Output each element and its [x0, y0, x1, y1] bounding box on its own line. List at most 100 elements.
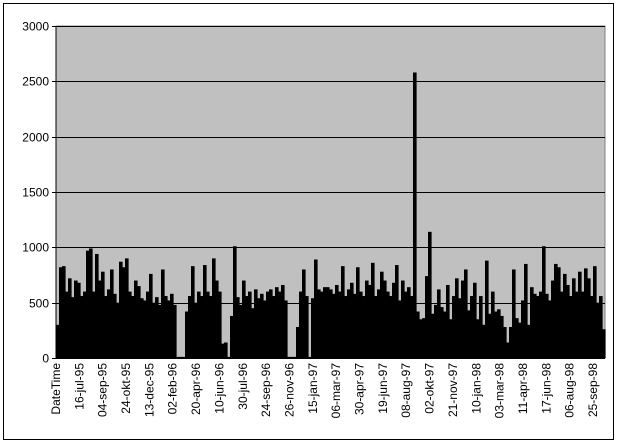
- y-tick-label: 3000: [22, 20, 49, 34]
- y-tick-label: 1500: [22, 186, 49, 200]
- bar: [98, 280, 102, 358]
- bar: [575, 291, 579, 358]
- bar: [221, 343, 225, 358]
- x-tick-label: 06-mar-97: [329, 363, 343, 419]
- bar: [425, 276, 429, 358]
- bar: [122, 267, 126, 358]
- x-tick-label: 30-apr-97: [353, 363, 367, 415]
- bar: [158, 304, 162, 358]
- bar: [92, 291, 96, 358]
- bar: [545, 293, 549, 358]
- bar: [365, 280, 369, 358]
- bar: [380, 271, 384, 358]
- bar: [521, 300, 525, 358]
- bar: [161, 269, 165, 358]
- bar: [590, 296, 594, 358]
- bar: [524, 263, 528, 358]
- bar: [443, 311, 447, 358]
- x-tick-label: 08-aug-97: [399, 363, 413, 418]
- bar: [329, 289, 333, 358]
- bar: [434, 304, 438, 358]
- bar: [488, 313, 492, 358]
- bar: [416, 311, 420, 358]
- bar: [251, 308, 255, 358]
- bar: [386, 291, 390, 358]
- bar: [212, 258, 216, 358]
- bar: [188, 296, 192, 358]
- bar: [536, 296, 540, 358]
- bar: [356, 267, 360, 358]
- bar: [419, 319, 423, 358]
- bar: [602, 329, 606, 358]
- bar: [395, 265, 399, 358]
- bar: [437, 289, 441, 358]
- x-tick-label: 20-apr-96: [189, 363, 203, 415]
- x-tick-label: 03-mar-98: [493, 363, 507, 419]
- bar: [113, 293, 117, 358]
- bar: [260, 293, 264, 358]
- bar: [299, 291, 303, 358]
- bar: [155, 297, 159, 358]
- bar: [182, 356, 186, 358]
- bar: [452, 296, 456, 358]
- bar: [206, 291, 210, 358]
- bar: [503, 327, 507, 358]
- bar: [440, 307, 444, 358]
- bar: [80, 296, 84, 358]
- bar: [65, 291, 69, 358]
- bar: [257, 298, 261, 358]
- bar: [143, 300, 147, 358]
- bar: [533, 293, 537, 358]
- bar: [470, 296, 474, 358]
- bar: [59, 267, 63, 358]
- bar: [308, 356, 312, 358]
- bar: [506, 342, 510, 358]
- bar: [245, 296, 249, 358]
- bar: [530, 287, 534, 358]
- bar: [191, 266, 195, 358]
- bar: [392, 282, 396, 358]
- bar: [581, 291, 585, 358]
- bar: [332, 293, 336, 358]
- y-tick-label: 2000: [22, 131, 49, 145]
- bar: [398, 300, 402, 358]
- bar: [548, 300, 552, 358]
- x-tick-label: 10-jun-96: [212, 363, 226, 414]
- bar: [128, 291, 132, 358]
- bar: [269, 289, 273, 358]
- bar: [209, 296, 213, 358]
- x-tick-label: 02-feb-96: [166, 363, 180, 415]
- bar: [401, 280, 405, 358]
- x-tick-label: 24-okt-95: [119, 363, 133, 414]
- bar: [287, 356, 291, 358]
- bar: [86, 250, 90, 358]
- bar: [131, 296, 135, 358]
- bar: [110, 269, 114, 358]
- bar: [215, 280, 219, 358]
- bar: [479, 296, 483, 358]
- bar: [137, 286, 141, 358]
- bar: [527, 324, 531, 358]
- bar: [314, 259, 318, 358]
- bar: [539, 291, 543, 358]
- y-tick-label: 500: [29, 297, 49, 311]
- bar: [497, 309, 501, 358]
- bar: [491, 291, 495, 358]
- bar: [413, 72, 417, 358]
- bar: [89, 248, 93, 358]
- bar: [248, 291, 252, 358]
- bar: [230, 315, 234, 358]
- bar: [422, 318, 426, 358]
- bar: [374, 296, 378, 358]
- bar: [446, 284, 450, 358]
- x-tick-label: 21-nov-97: [446, 363, 460, 417]
- bar: [281, 284, 285, 358]
- bar: [290, 356, 294, 358]
- bar: [350, 282, 354, 358]
- bar: [200, 296, 204, 358]
- bar: [407, 287, 411, 358]
- bar: [71, 297, 75, 358]
- bar: [278, 291, 282, 358]
- bar: [458, 298, 462, 358]
- bar: [95, 253, 99, 358]
